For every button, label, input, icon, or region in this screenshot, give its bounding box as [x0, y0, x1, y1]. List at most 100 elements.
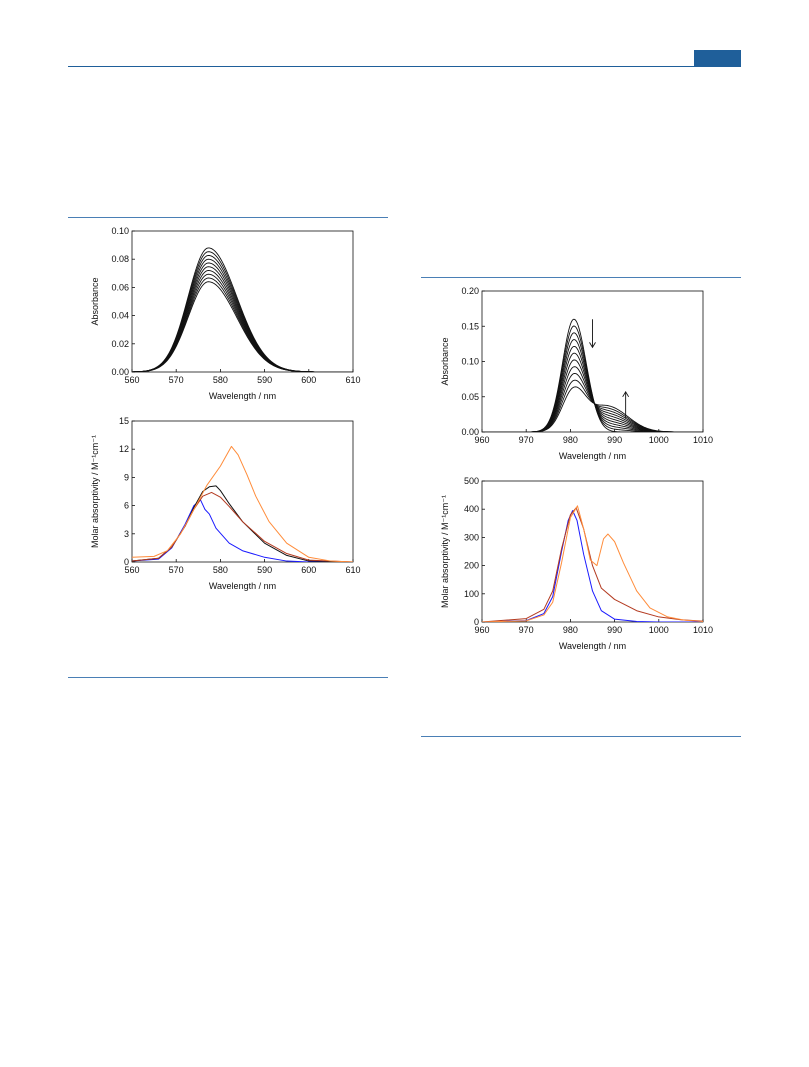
y-axis-title: Molar absorptivity / M⁻¹cm⁻¹ — [440, 495, 450, 608]
x-tick: 570 — [169, 369, 184, 385]
y-tick: 0.15 — [461, 321, 485, 331]
series-line — [482, 507, 703, 622]
y-tick: 9 — [124, 472, 135, 482]
series-line — [132, 445, 353, 562]
y-tick-label: 0.00 — [461, 427, 479, 437]
x-tick-label: 580 — [213, 375, 228, 385]
spectrum-curve — [482, 379, 703, 432]
chart-molar-absorptivity-960-1010: 960 970 980 990 1000 1010 0 100 200 300 400 500 Wave… — [440, 476, 713, 651]
x-axis-title: Wavelength / nm — [559, 641, 626, 651]
x-tick-label: 960 — [474, 625, 489, 635]
y-tick-label: 0.05 — [461, 392, 479, 402]
y-tick-label: 0.10 — [111, 226, 129, 236]
chart-absorbance-560-610: 560 570 580 590 600 610 0.00 0.02 0.04 0.06 0.08 0.… — [90, 226, 361, 401]
x-tick-label: 610 — [345, 375, 360, 385]
y-tick-label: 0 — [474, 617, 479, 627]
x-tick: 960 — [474, 429, 490, 445]
x-tick-label: 600 — [301, 565, 316, 575]
y-tick-label: 3 — [124, 529, 129, 539]
x-tick-label: 980 — [563, 435, 578, 445]
x-tick: 580 — [213, 369, 228, 385]
y-tick: 0.08 — [111, 254, 135, 264]
y-tick: 0.05 — [461, 392, 485, 402]
chart-absorbance-960-1010: 960 970 980 990 1000 1010 0.00 0.05 0.10 0.15 0.20… — [440, 286, 713, 461]
y-tick-label: 0.10 — [461, 357, 479, 367]
y-tick-label: 100 — [464, 589, 479, 599]
chart-molar-absorptivity-560-610: 560 570 580 590 600 610 0 3 6 9 12 15 Wavelength / n… — [90, 416, 361, 591]
header-rule — [68, 66, 741, 67]
x-tick-label: 590 — [257, 375, 272, 385]
plot-frame — [481, 290, 704, 433]
plot-frame — [481, 480, 704, 623]
series-line — [132, 491, 353, 562]
x-tick-label: 970 — [519, 625, 534, 635]
arrow-up-icon — [622, 390, 630, 418]
x-tick-label: 580 — [213, 565, 228, 575]
y-tick: 300 — [464, 532, 485, 542]
y-tick-label: 6 — [124, 501, 129, 511]
x-tick-label: 570 — [169, 565, 184, 575]
journal-header-tab — [694, 50, 741, 66]
x-tick-label: 1010 — [693, 625, 713, 635]
y-tick: 0 — [124, 557, 135, 567]
y-tick-label: 9 — [124, 472, 129, 482]
y-tick: 0.02 — [111, 339, 135, 349]
spectrum-curve — [482, 352, 703, 432]
y-tick: 0.04 — [111, 311, 135, 321]
x-tick: 580 — [213, 559, 228, 575]
y-tick: 0.10 — [461, 357, 485, 367]
y-tick: 0.20 — [461, 286, 485, 296]
y-tick-label: 12 — [119, 444, 129, 454]
x-tick-label: 590 — [257, 565, 272, 575]
x-tick: 990 — [607, 619, 622, 635]
x-tick-label: 990 — [607, 625, 622, 635]
x-tick-label: 610 — [345, 565, 360, 575]
y-tick-label: 0.08 — [111, 254, 129, 264]
spectrum-curve — [132, 247, 353, 372]
y-tick: 15 — [119, 416, 135, 426]
x-tick: 570 — [169, 559, 184, 575]
series-line — [482, 510, 703, 622]
y-tick-label: 300 — [464, 532, 479, 542]
y-tick-label: 0.20 — [461, 286, 479, 296]
y-tick: 3 — [124, 529, 135, 539]
y-tick-label: 0.00 — [111, 367, 129, 377]
y-tick: 200 — [464, 561, 485, 571]
x-tick-label: 560 — [124, 375, 139, 385]
x-tick-label: 1000 — [649, 625, 669, 635]
plot-frame — [131, 420, 354, 563]
y-tick: 400 — [464, 504, 485, 514]
spectrum-curve — [482, 386, 703, 432]
x-tick: 980 — [563, 619, 578, 635]
arrow-down-icon — [589, 319, 596, 349]
spectrum-curve — [132, 281, 353, 372]
series-line — [482, 505, 703, 622]
y-tick: 12 — [119, 444, 135, 454]
plot-frame — [131, 230, 354, 373]
figure-right-bottom-rule — [421, 736, 741, 737]
x-tick: 1010 — [693, 429, 713, 445]
x-tick-label: 1000 — [649, 435, 669, 445]
x-tick-label: 560 — [124, 565, 139, 575]
figure-left-bottom-rule — [68, 677, 388, 678]
spectrum-curve — [482, 339, 703, 432]
x-tick: 970 — [519, 429, 534, 445]
y-tick-label: 200 — [464, 561, 479, 571]
y-tick-label: 0.02 — [111, 339, 129, 349]
x-axis-title: Wavelength / nm — [209, 391, 276, 401]
y-tick: 0.10 — [111, 226, 135, 236]
y-tick-label: 400 — [464, 504, 479, 514]
y-tick: 6 — [124, 501, 135, 511]
spectrum-curve — [482, 345, 703, 432]
y-tick-label: 0 — [124, 557, 129, 567]
y-tick: 100 — [464, 589, 485, 599]
y-tick: 500 — [464, 476, 485, 486]
y-tick-label: 0.04 — [111, 311, 129, 321]
y-axis-title: Absorbance — [440, 337, 450, 385]
x-tick-label: 970 — [519, 435, 534, 445]
x-tick-label: 570 — [169, 375, 184, 385]
figure-right-top-rule — [421, 277, 741, 278]
x-tick-label: 980 — [563, 625, 578, 635]
y-tick-label: 0.15 — [461, 321, 479, 331]
figure-left-top-rule — [68, 217, 388, 218]
